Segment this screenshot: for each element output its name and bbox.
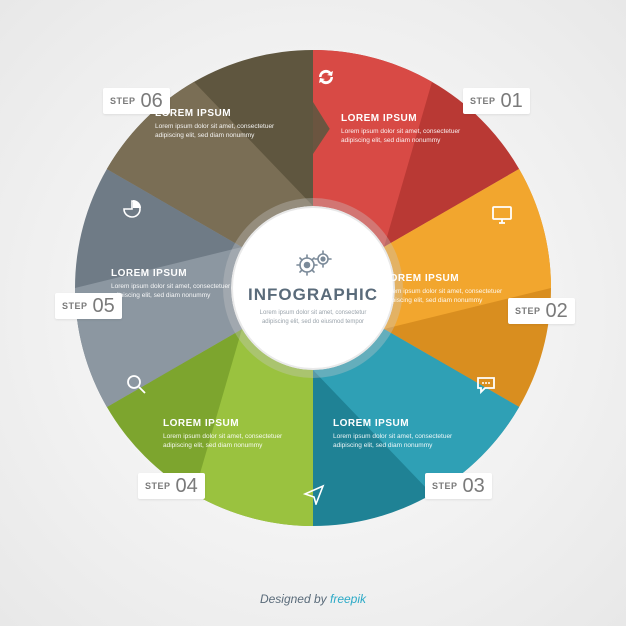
center-badge: INFOGRAPHIC Lorem ipsum dolor sit amet, …	[233, 208, 393, 368]
segment-text-05: LOREM IPSUM Lorem ipsum dolor sit amet, c…	[111, 268, 241, 300]
step-label: STEP	[62, 301, 88, 311]
step-badge-03: STEP 03	[425, 473, 492, 499]
pie-icon	[121, 198, 143, 220]
segment-body: Lorem ipsum dolor sit amet, consectetuer…	[111, 282, 241, 300]
segment-title: LOREM IPSUM	[383, 273, 513, 284]
magnifier-icon	[125, 373, 147, 395]
segment-text-02: LOREM IPSUM Lorem ipsum dolor sit amet, c…	[383, 273, 513, 305]
monitor-icon	[491, 203, 513, 225]
segment-body: Lorem ipsum dolor sit amet, consectetuer…	[341, 127, 471, 145]
step-label: STEP	[110, 96, 136, 106]
step-label: STEP	[470, 96, 496, 106]
segment-text-04: LOREM IPSUM Lorem ipsum dolor sit amet, c…	[163, 418, 293, 450]
step-label: STEP	[515, 306, 541, 316]
step-badge-04: STEP 04	[138, 473, 205, 499]
segment-text-01: LOREM IPSUM Lorem ipsum dolor sit amet, c…	[341, 113, 471, 145]
refresh-icon	[315, 66, 337, 88]
step-label: STEP	[145, 481, 171, 491]
segment-body: Lorem ipsum dolor sit amet, consectetuer…	[163, 432, 293, 450]
step-number: 04	[176, 476, 198, 496]
segment-body: Lorem ipsum dolor sit amet, consectetuer…	[383, 287, 513, 305]
segment-title: LOREM IPSUM	[163, 418, 293, 429]
center-title: INFOGRAPHIC	[248, 285, 378, 305]
step-number: 01	[501, 91, 523, 111]
step-badge-01: STEP 01	[463, 88, 530, 114]
segment-text-06: LOREM IPSUM Lorem ipsum dolor sit amet, c…	[155, 108, 285, 140]
plane-icon	[303, 483, 325, 505]
infographic-stage: INFOGRAPHIC Lorem ipsum dolor sit amet, …	[63, 38, 563, 538]
chat-icon	[475, 373, 497, 395]
step-badge-02: STEP 02	[508, 298, 575, 324]
credit-brand: freepik	[330, 592, 366, 606]
segment-body: Lorem ipsum dolor sit amet, consectetuer…	[333, 432, 463, 450]
segment-title: LOREM IPSUM	[333, 418, 463, 429]
segment-body: Lorem ipsum dolor sit amet, consectetuer…	[155, 122, 285, 140]
step-number: 03	[463, 476, 485, 496]
segment-title: LOREM IPSUM	[155, 108, 285, 119]
step-label: STEP	[432, 481, 458, 491]
step-number: 02	[546, 301, 568, 321]
segment-text-03: LOREM IPSUM Lorem ipsum dolor sit amet, c…	[333, 418, 463, 450]
segment-title: LOREM IPSUM	[341, 113, 471, 124]
center-subtitle: Lorem ipsum dolor sit amet, consectetur …	[233, 309, 393, 327]
credit-prefix: Designed by	[260, 592, 330, 606]
gears-icon	[293, 249, 333, 279]
credit-line: Designed by freepik	[0, 592, 626, 606]
segment-title: LOREM IPSUM	[111, 268, 241, 279]
